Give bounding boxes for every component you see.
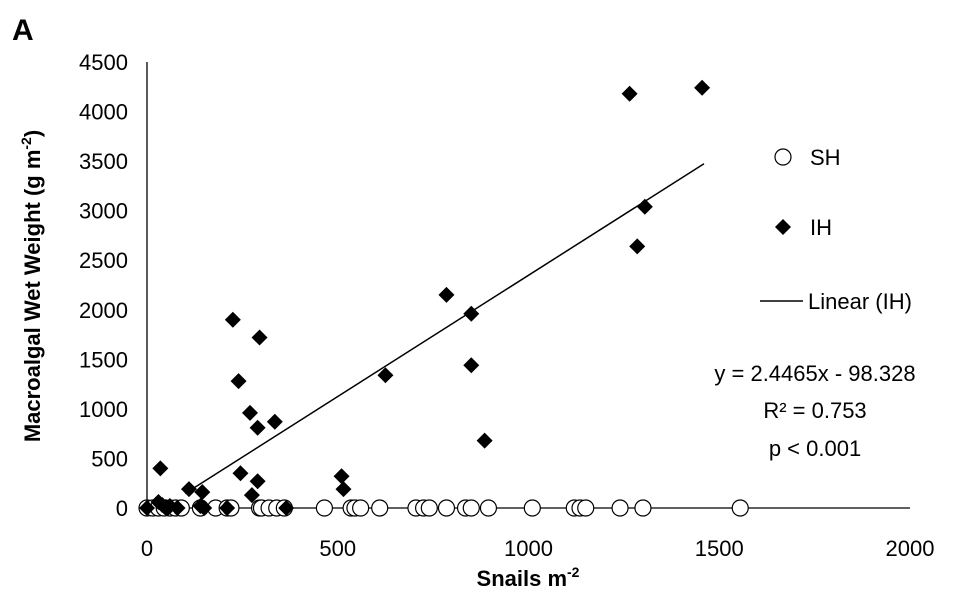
y-tick-label: 4500	[79, 50, 128, 75]
legend-sh-label: SH	[810, 145, 841, 170]
ih-point	[335, 481, 352, 498]
ih-point	[629, 238, 646, 255]
ih-point	[180, 481, 197, 498]
y-tick-label: 0	[116, 496, 128, 521]
ih-point	[249, 473, 266, 490]
x-tick-label: 1000	[504, 536, 553, 561]
x-tick-labels: 0 500 1000 1500 2000	[141, 536, 935, 561]
equation-text: y = 2.4465x - 98.328	[714, 361, 915, 386]
legend-trend-label: Linear (IH)	[808, 289, 912, 314]
legend-ih-label: IH	[810, 215, 832, 240]
linear-ih-trendline	[184, 163, 705, 495]
y-tick-label: 4000	[79, 100, 128, 125]
x-tick-label: 500	[319, 536, 356, 561]
ih-point	[224, 311, 241, 328]
legend-sh-marker	[774, 148, 792, 166]
ih-point	[251, 329, 268, 346]
ih-point	[230, 373, 247, 390]
ih-point	[243, 487, 260, 504]
sh-point	[611, 499, 629, 517]
ih-point	[694, 79, 711, 96]
ih-point	[152, 460, 169, 477]
ih-point	[242, 404, 259, 421]
ih-point	[438, 286, 455, 303]
ih-point	[194, 484, 211, 501]
x-axis-title: Snails m-2	[477, 564, 580, 591]
p-value-text: p < 0.001	[769, 436, 861, 461]
ih-point	[232, 465, 249, 482]
r-squared-text: R² = 0.753	[763, 398, 866, 423]
ih-point	[266, 413, 283, 430]
legend: SH IH Linear (IH)	[760, 145, 912, 314]
ih-point	[169, 500, 186, 516]
regression-annotation: y = 2.4465x - 98.328 R² = 0.753 p < 0.00…	[714, 361, 915, 461]
ih-point	[278, 500, 295, 516]
y-tick-label: 2500	[79, 248, 128, 273]
ih-point	[333, 468, 350, 485]
sh-point	[437, 499, 456, 517]
y-tick-label: 2000	[79, 298, 128, 323]
x-tick-label: 1500	[695, 536, 744, 561]
ih-point	[139, 500, 155, 516]
ih-point	[196, 500, 213, 516]
ih-point	[636, 198, 653, 215]
ih-point	[219, 500, 236, 516]
y-tick-label: 3500	[79, 149, 128, 174]
y-tick-label: 1000	[79, 397, 128, 422]
y-tick-label: 1500	[79, 347, 128, 372]
sh-point	[523, 499, 541, 517]
y-axis-title: Macroalgal Wet Weight (g m-2)	[18, 130, 45, 442]
legend-ih-marker	[775, 219, 791, 235]
panel-label: A	[12, 14, 34, 47]
sh-point	[371, 499, 389, 517]
sh-point	[634, 499, 652, 517]
sh-point	[315, 499, 333, 517]
y-tick-label: 500	[91, 446, 128, 471]
ih-point	[621, 85, 638, 102]
ih-series	[139, 79, 711, 516]
sh-point	[479, 499, 498, 517]
sh-point	[462, 499, 480, 517]
ih-point	[377, 367, 394, 384]
sh-point	[352, 499, 370, 517]
ih-point	[476, 432, 493, 449]
y-tick-labels: 0 500 1000 1500 2000 2500 3000 3500 4000 4500	[79, 50, 128, 521]
y-tick-label: 3000	[79, 199, 128, 224]
sh-point	[577, 499, 595, 517]
sh-point	[731, 499, 749, 517]
x-tick-label: 2000	[886, 536, 935, 561]
ih-point	[463, 357, 480, 374]
x-tick-label: 0	[141, 536, 153, 561]
sh-point	[420, 499, 438, 517]
ih-point	[249, 419, 266, 436]
